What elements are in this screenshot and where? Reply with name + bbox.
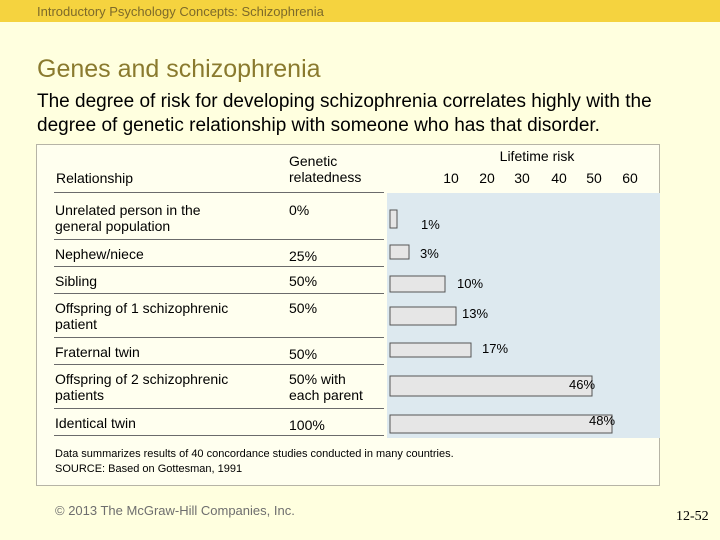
slide-title: Genes and schizophrenia bbox=[37, 55, 321, 83]
relatedness-cell: 0% bbox=[289, 202, 309, 218]
relatedness-text: 50% bbox=[289, 346, 318, 362]
relationship-text: patient bbox=[55, 316, 98, 332]
row-divider bbox=[54, 435, 384, 436]
relatedness-cell: 50% bbox=[289, 346, 317, 362]
relationship-text: Sibling bbox=[55, 273, 98, 289]
relatedness-cell: 100% bbox=[289, 417, 325, 433]
slide-subtitle: The degree of risk for developing schizo… bbox=[37, 91, 652, 136]
header-bar: Introductory Psychology Concepts: Schizo… bbox=[0, 0, 720, 22]
tick-label: 60 bbox=[622, 170, 638, 186]
relatedness-text: 50% bbox=[289, 300, 318, 316]
relatedness-text: 25% bbox=[289, 248, 318, 264]
bar-value-label: 48% bbox=[589, 413, 615, 428]
relatedness-cell: 50% bbox=[289, 300, 317, 316]
column-header-genetic-line2: relatedness bbox=[289, 169, 362, 185]
bar bbox=[389, 414, 613, 434]
footnote-source: SOURCE: Based on Gottesman, 1991 bbox=[55, 463, 243, 475]
relationship-text: Nephew/niece bbox=[55, 246, 144, 262]
relationship-text: Offspring of 2 schizophrenic bbox=[55, 371, 229, 387]
relationship-cell: Unrelated person in the general populatio… bbox=[55, 202, 201, 234]
tick-label: 30 bbox=[514, 170, 530, 186]
bar-value-label: 3% bbox=[420, 246, 439, 261]
relatedness-text: 50% bbox=[289, 273, 318, 289]
relationship-cell: Nephew/niece bbox=[55, 246, 144, 262]
column-header-relationship: Relationship bbox=[56, 170, 134, 186]
row-divider bbox=[54, 408, 384, 409]
header-divider bbox=[54, 192, 384, 193]
relationship-text: patients bbox=[55, 387, 105, 403]
row-divider bbox=[54, 266, 384, 267]
column-header-genetic-line1: Genetic bbox=[289, 153, 338, 169]
relationship-text: Fraternal twin bbox=[55, 344, 140, 360]
relationship-cell: Offspring of 2 schizophrenic patients bbox=[55, 371, 228, 403]
relatedness-text: each parent bbox=[289, 387, 363, 403]
tick-label: 20 bbox=[479, 170, 495, 186]
tick-label: 50 bbox=[586, 170, 602, 186]
relationship-cell: Fraternal twin bbox=[55, 344, 140, 360]
axis-title: Lifetime risk bbox=[500, 148, 576, 164]
bar-value-label: 13% bbox=[462, 306, 488, 321]
bar bbox=[389, 342, 472, 358]
relationship-cell: Sibling bbox=[55, 273, 97, 289]
footnote-line1: Data summarizes results of 40 concordanc… bbox=[55, 448, 454, 460]
row-divider bbox=[54, 239, 384, 240]
tick-label: 40 bbox=[551, 170, 567, 186]
bar-value-label: 10% bbox=[457, 276, 483, 291]
relatedness-text: 50% with bbox=[289, 371, 346, 387]
row-divider bbox=[54, 337, 384, 338]
tick-label: 10 bbox=[443, 170, 459, 186]
row-divider bbox=[54, 293, 384, 294]
bar bbox=[389, 275, 446, 293]
bar bbox=[389, 209, 398, 229]
relationship-text: Identical twin bbox=[55, 415, 136, 431]
relatedness-text: 0% bbox=[289, 202, 310, 218]
bar bbox=[389, 244, 410, 260]
relationship-text: Offspring of 1 schizophrenic bbox=[55, 300, 229, 316]
column-header-genetic-relatedness: Genetic relatedness bbox=[289, 153, 361, 185]
relationship-text: general population bbox=[55, 218, 171, 234]
relationship-cell: Offspring of 1 schizophrenic patient bbox=[55, 300, 228, 332]
bar bbox=[389, 306, 457, 326]
relatedness-cell: 50% with each parent bbox=[289, 371, 363, 403]
relatedness-cell: 50% bbox=[289, 273, 317, 289]
bar-value-label: 46% bbox=[569, 377, 595, 392]
relatedness-cell: 25% bbox=[289, 248, 317, 264]
relationship-text: Unrelated person in the bbox=[55, 202, 201, 218]
header-text: Introductory Psychology Concepts: Schizo… bbox=[37, 4, 324, 19]
slide-number: 12-52 bbox=[676, 509, 709, 524]
bar bbox=[389, 375, 593, 397]
relatedness-text: 100% bbox=[289, 417, 325, 433]
relationship-cell: Identical twin bbox=[55, 415, 136, 431]
bar-value-label: 1% bbox=[421, 217, 440, 232]
bar-value-label: 17% bbox=[482, 341, 508, 356]
row-divider bbox=[54, 364, 384, 365]
copyright: © 2013 The McGraw-Hill Companies, Inc. bbox=[55, 503, 295, 518]
